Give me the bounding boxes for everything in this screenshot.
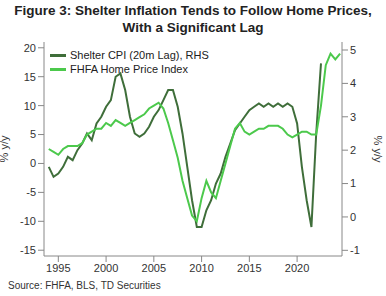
svg-text:10: 10 (24, 100, 36, 112)
svg-text:-1: -1 (350, 244, 360, 256)
svg-text:4: 4 (350, 77, 356, 89)
svg-text:0: 0 (350, 211, 356, 223)
svg-text:% y/y: % y/y (372, 136, 378, 163)
svg-text:2000: 2000 (94, 262, 118, 274)
html-text:Figure 3: Shelter Inflation Te: Figure 3: Shelter Inflation Tends to Fol… (14, 3, 372, 35)
svg-text:2020: 2020 (285, 262, 309, 274)
svg-text:2010: 2010 (189, 262, 213, 274)
svg-text:2005: 2005 (142, 262, 166, 274)
svg-text:% y/y: % y/y (8, 135, 10, 162)
svg-text:5: 5 (30, 128, 36, 140)
svg-text:1: 1 (350, 177, 356, 189)
html-text:Shelter CPI (20m Lag), RHS: Shelter CPI (20m Lag), RHS (70, 49, 209, 61)
svg-text:3: 3 (350, 111, 356, 123)
svg-text:20: 20 (24, 42, 36, 54)
svg-text:1995: 1995 (46, 262, 70, 274)
svg-text:-10: -10 (20, 215, 36, 227)
svg-text:0: 0 (30, 157, 36, 169)
svg-text:-15: -15 (20, 244, 36, 256)
svg-text:2: 2 (350, 144, 356, 156)
svg-text:15: 15 (24, 71, 36, 83)
html-text:Source: FHFA, BLS, TD Securiti: Source: FHFA, BLS, TD Securities (8, 280, 161, 291)
html-text:FHFA Home Price Index: FHFA Home Price Index (70, 63, 188, 75)
svg-text:-5: -5 (26, 186, 36, 198)
svg-text:5: 5 (350, 44, 356, 56)
svg-text:2015: 2015 (237, 262, 261, 274)
